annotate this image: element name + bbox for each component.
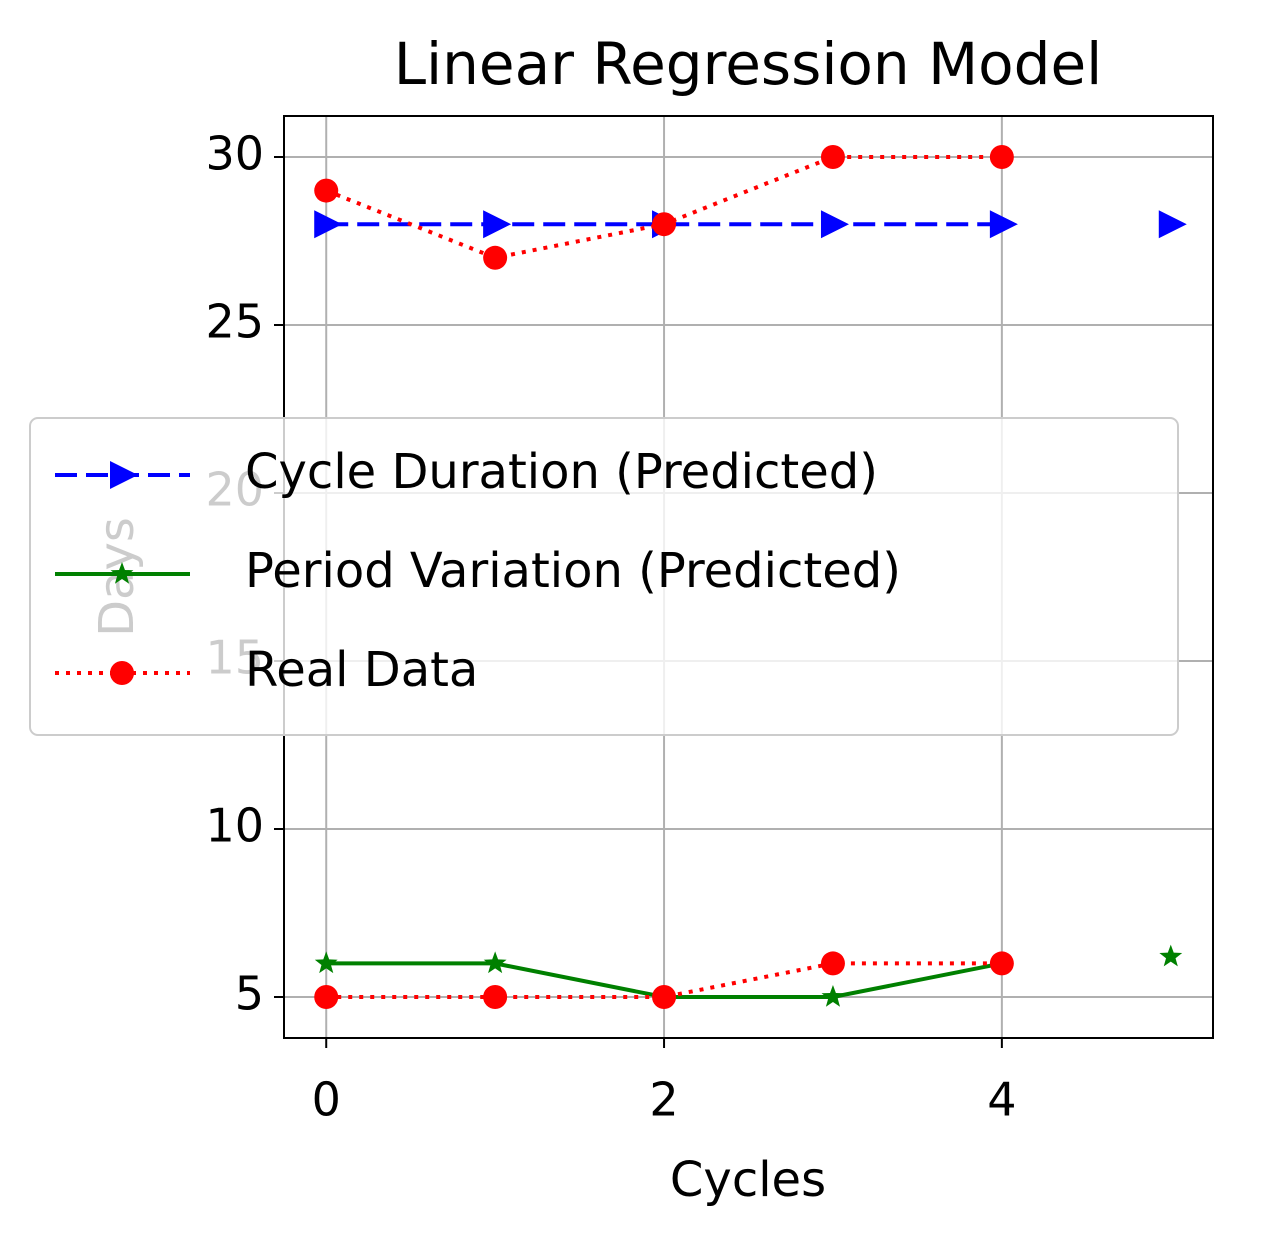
series-line <box>326 961 1002 1000</box>
legend-label: Real Data <box>245 642 478 698</box>
legend-marker <box>110 562 134 584</box>
legend-label: Cycle Duration (Predicted) <box>245 444 878 500</box>
marker <box>314 210 343 239</box>
y-tick-label: 25 <box>205 294 264 348</box>
marker <box>989 144 1014 169</box>
marker <box>820 144 845 169</box>
marker <box>314 985 339 1010</box>
marker <box>820 210 849 239</box>
marker <box>989 951 1014 976</box>
x-tick-label: 0 <box>312 1073 341 1127</box>
legend-entry: Period Variation (Predicted) <box>55 543 901 599</box>
marker <box>483 210 512 239</box>
legend-entry: Real Data <box>55 642 478 698</box>
marker <box>483 985 508 1010</box>
marker <box>483 951 507 974</box>
legend: Cycle Duration (Predicted) Period Variati… <box>29 417 1179 736</box>
x-axis-label: Cycles <box>670 1152 826 1208</box>
marker <box>1159 944 1183 967</box>
y-tick-label: 10 <box>205 799 264 853</box>
marker <box>314 951 338 974</box>
legend-label: Period Variation (Predicted) <box>245 543 901 599</box>
marker <box>483 245 508 270</box>
legend-box <box>29 417 1179 736</box>
chart-title: Linear Regression Model <box>394 30 1103 98</box>
marker <box>314 178 339 203</box>
x-tick-label: 4 <box>987 1073 1016 1127</box>
marker <box>1158 210 1187 239</box>
marker <box>652 212 677 237</box>
marker <box>820 951 845 976</box>
legend-marker <box>110 461 138 489</box>
legend-entry: Cycle Duration (Predicted) <box>55 444 878 500</box>
marker <box>821 985 845 1007</box>
marker <box>652 985 677 1010</box>
marker <box>989 210 1018 239</box>
y-tick-label: 30 <box>205 126 264 180</box>
x-tick-label: 2 <box>649 1073 678 1127</box>
legend-marker <box>110 661 134 685</box>
y-tick-label: 5 <box>235 967 264 1021</box>
